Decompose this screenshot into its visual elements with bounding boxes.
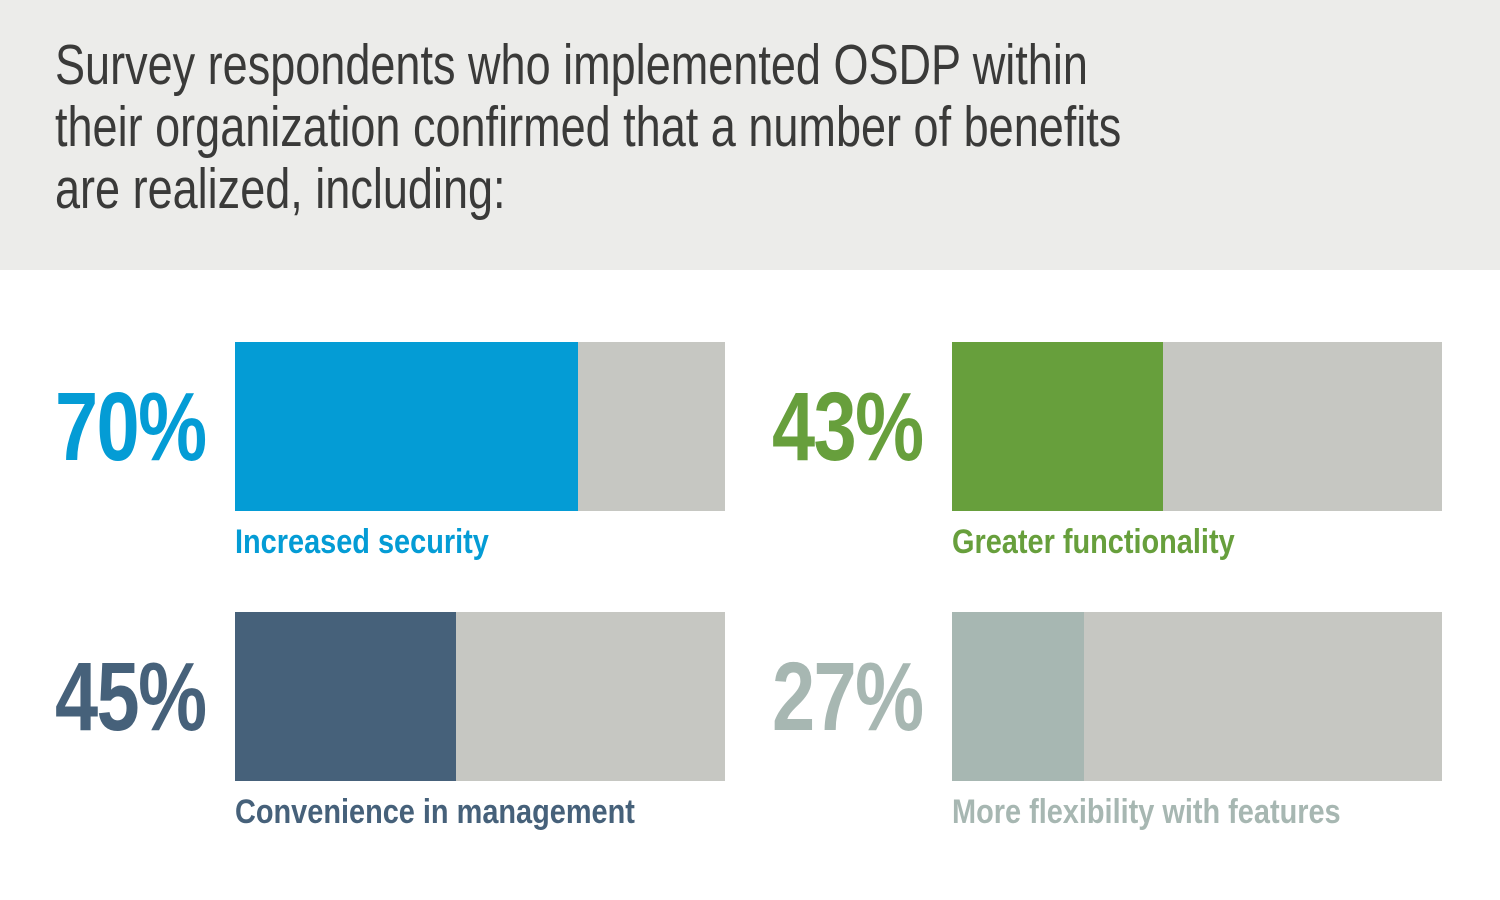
bar-track	[235, 612, 725, 781]
bar-fill	[952, 612, 1085, 781]
stat-value-text: 43%	[772, 372, 924, 481]
stat-label: Increased security	[235, 523, 489, 561]
bar-fill	[235, 342, 578, 511]
stat-value-text: 70%	[55, 372, 207, 481]
bar-group: Increased security	[235, 342, 725, 561]
bar-track	[952, 342, 1442, 511]
stat-value-text: 27%	[772, 642, 924, 751]
bar-track	[235, 342, 725, 511]
stat-value: 70%	[55, 342, 235, 511]
bar-group: Convenience in management	[235, 612, 725, 831]
headline-line-2: their organization confirmed that a numb…	[55, 95, 1122, 159]
bar-fill	[235, 612, 456, 781]
bar-group: More flexibility with features	[952, 612, 1442, 831]
bar-fill	[952, 342, 1163, 511]
stat-label: Greater functionality	[952, 523, 1235, 561]
bar-group: Greater functionality	[952, 342, 1442, 561]
stat-value: 43%	[772, 342, 952, 511]
headline-line-3: are realized, including:	[55, 157, 506, 221]
stat-value: 45%	[55, 612, 235, 781]
stat-item: 27% More flexibility with features	[772, 612, 1442, 831]
bar-track	[952, 612, 1442, 781]
stat-item: 45% Convenience in management	[55, 612, 725, 831]
header-band: Survey respondents who implemented OSDP …	[0, 0, 1500, 270]
stat-value: 27%	[772, 612, 952, 781]
headline: Survey respondents who implemented OSDP …	[55, 34, 1121, 220]
headline-line-1: Survey respondents who implemented OSDP …	[55, 33, 1088, 97]
stat-label: More flexibility with features	[952, 793, 1341, 831]
stat-item: 70% Increased security	[55, 342, 725, 561]
stat-value-text: 45%	[55, 642, 207, 751]
stat-item: 43% Greater functionality	[772, 342, 1442, 561]
stat-label: Convenience in management	[235, 793, 635, 831]
